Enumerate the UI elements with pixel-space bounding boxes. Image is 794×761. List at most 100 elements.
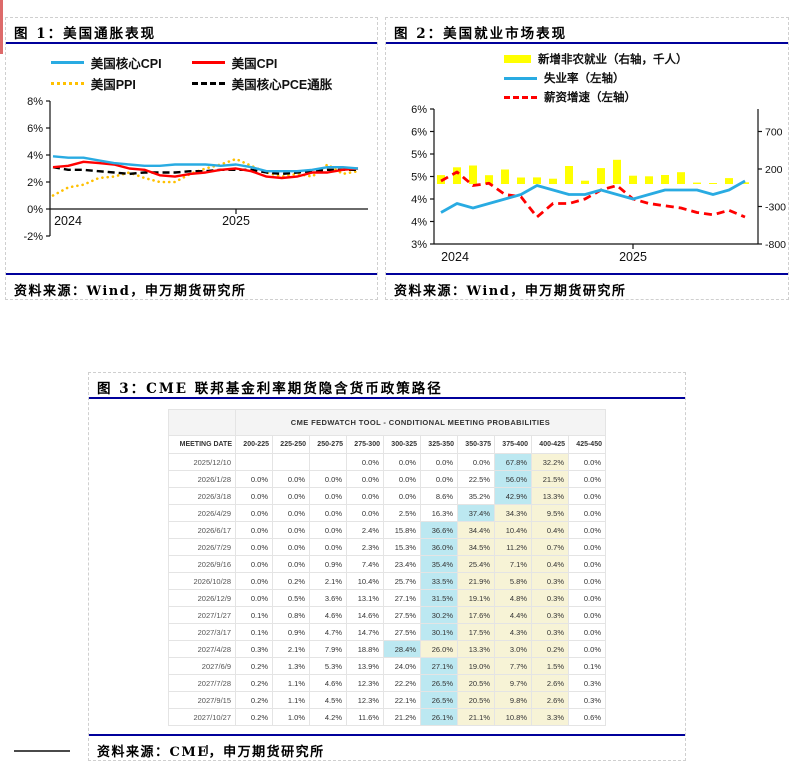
table-row: 2026/6/17 0.0% 0.0% 0.0% 2.4% 15.8% 36.6% 34.4%… [168, 521, 606, 539]
meeting-date-cell: 2027/10/27 [168, 708, 236, 726]
prob-cell: 0.0% [235, 521, 273, 539]
figure2-plot: 6% 6% 5% 5% 4% 4% 3% 700 200 -300 -800 2024 2025 [386, 101, 788, 269]
dotted-line-swatch-icon [50, 82, 84, 85]
svg-text:200: 200 [765, 164, 783, 176]
svg-text:6%: 6% [411, 127, 427, 139]
prob-cell: 0.0% [568, 521, 606, 539]
prob-cell: 35.4% [420, 555, 458, 573]
table-title: CME FEDWATCH TOOL - CONDITIONAL MEETING … [235, 409, 606, 436]
prob-cell: 7.9% [309, 640, 347, 658]
column-header-rate-range: 350-375 [457, 435, 495, 454]
prob-cell: 0.0% [568, 538, 606, 556]
prob-cell: 13.3% [457, 640, 495, 658]
prob-cell: 17.5% [457, 623, 495, 641]
dashed-line-swatch-icon [191, 82, 225, 85]
prob-cell: 27.5% [383, 606, 421, 624]
svg-text:2025: 2025 [619, 250, 647, 264]
prob-cell: 0.4% [531, 555, 569, 573]
prob-cell: 16.3% [420, 504, 458, 522]
legend-label: 新增非农就业（右轴，千人） [538, 54, 688, 66]
prob-cell: 1.0% [272, 708, 310, 726]
cpi-line [52, 160, 359, 180]
prob-cell: 0.5% [272, 589, 310, 607]
prob-cell: 67.8% [494, 453, 532, 471]
prob-cell: 0.0% [346, 504, 384, 522]
prob-cell: 3.0% [494, 640, 532, 658]
svg-text:5%: 5% [411, 172, 427, 184]
meeting-date-cell: 2027/9/15 [168, 691, 236, 709]
prob-cell: 35.2% [457, 487, 495, 505]
prob-cell: 5.3% [309, 657, 347, 675]
column-header-rate-range: 225-250 [272, 435, 310, 454]
prob-cell: 0.0% [568, 504, 606, 522]
prob-cell: 0.2% [235, 708, 273, 726]
wage-growth-line [440, 170, 746, 219]
prob-cell: 0.0% [346, 470, 384, 488]
figure1-legend: 美国核心CPI 美国CPI 美国PPI 美国核心PCE通胀 [6, 44, 377, 93]
line-swatch-icon [50, 61, 84, 64]
prob-cell: 56.0% [494, 470, 532, 488]
prob-cell: 0.0% [420, 470, 458, 488]
svg-text:0%: 0% [27, 204, 43, 216]
table-row: 2025/12/10 0.0% 0.0% 0.0% 0.0% 67.8% 32.2% 0.0% [168, 453, 606, 471]
legend-item-core-pce: 美国核心PCE通胀 [191, 74, 332, 93]
prob-cell: 20.5% [457, 674, 495, 692]
prob-cell: 0.0% [346, 453, 384, 471]
prob-cell: 0.2% [272, 572, 310, 590]
prob-cell: 34.3% [494, 504, 532, 522]
prob-cell: 0.3% [568, 691, 606, 709]
prob-cell: 5.8% [494, 572, 532, 590]
table-row: 2027/6/9 0.2% 1.3% 5.3% 13.9% 24.0% 27.1% 19.0%… [168, 657, 606, 675]
prob-cell: 21.9% [457, 572, 495, 590]
prob-cell: 0.8% [272, 606, 310, 624]
legend-item-payrolls: 新增非农就业（右轴，千人） [504, 51, 788, 67]
prob-cell: 0.0% [272, 555, 310, 573]
prob-cell: 0.0% [457, 453, 495, 471]
prob-cell: 22.5% [457, 470, 495, 488]
meeting-date-cell: 2026/10/28 [168, 572, 236, 590]
prob-cell: 0.0% [235, 504, 273, 522]
prob-cell: 0.0% [235, 538, 273, 556]
prob-cell: 15.8% [383, 521, 421, 539]
inflation-chart-svg: 8% 6% 4% 2% 0% -2% 2024 2025 [23, 96, 368, 241]
prob-cell: 20.5% [457, 691, 495, 709]
prob-cell: 42.9% [494, 487, 532, 505]
prob-cell: 0.0% [568, 623, 606, 641]
figure2-title: 图 2：美国就业市场表现 [386, 18, 788, 44]
prob-cell: 21.2% [383, 708, 421, 726]
core-pce-line [52, 166, 358, 176]
prob-cell: 0.0% [383, 470, 421, 488]
prob-cell: 7.1% [494, 555, 532, 573]
figure3-table-area: CME FEDWATCH TOOL - CONDITIONAL MEETING … [89, 409, 685, 734]
legend-label: 美国PPI [90, 78, 136, 92]
prob-cell: 0.1% [235, 623, 273, 641]
prob-cell: 0.0% [272, 470, 310, 488]
prob-cell: 27.1% [420, 657, 458, 675]
prob-cell: 0.3% [235, 640, 273, 658]
prob-cell: 36.6% [420, 521, 458, 539]
fedwatch-table: CME FEDWATCH TOOL - CONDITIONAL MEETING … [168, 409, 606, 726]
column-header-rate-range: 300-325 [383, 435, 421, 454]
cutoff-tick-artifact [206, 745, 208, 754]
prob-cell: 19.1% [457, 589, 495, 607]
prob-cell: 18.8% [346, 640, 384, 658]
svg-text:5%: 5% [411, 149, 427, 161]
prob-cell: 0.0% [235, 589, 273, 607]
prob-cell: 1.5% [531, 657, 569, 675]
table-row: 2027/4/28 0.3% 2.1% 7.9% 18.8% 28.4% 26.0% 13.3… [168, 640, 606, 658]
column-header-rate-range: 375-400 [494, 435, 532, 454]
prob-cell: 33.5% [420, 572, 458, 590]
page-edge-red-strip [0, 0, 3, 54]
svg-text:-800: -800 [765, 239, 786, 251]
figure1-plot: 8% 6% 4% 2% 0% -2% 2024 2025 [6, 91, 377, 241]
svg-text:3%: 3% [411, 239, 427, 251]
column-header-rate-range: 325-350 [420, 435, 458, 454]
prob-cell: 1.3% [272, 657, 310, 675]
prob-cell: 9.5% [531, 504, 569, 522]
prob-cell: 26.5% [420, 674, 458, 692]
table-row: 2027/10/27 0.2% 1.0% 4.2% 11.6% 21.2% 26.1% 21.… [168, 708, 606, 726]
prob-cell: 27.5% [383, 623, 421, 641]
prob-cell: 0.7% [531, 538, 569, 556]
prob-cell: 0.0% [272, 521, 310, 539]
meeting-date-cell: 2025/12/10 [168, 453, 236, 471]
